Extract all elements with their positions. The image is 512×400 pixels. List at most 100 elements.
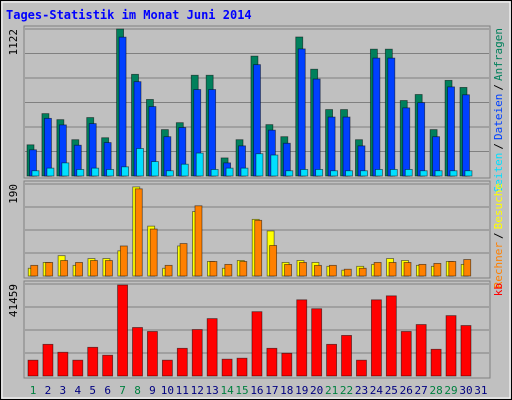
x-tick-label: 29 — [444, 384, 457, 397]
bar — [284, 263, 292, 277]
bar — [60, 260, 69, 277]
bar — [236, 357, 248, 377]
bar — [372, 57, 381, 177]
x-tick-label: 12 — [191, 384, 204, 397]
bar — [296, 299, 308, 377]
x-tick-label: 16 — [250, 384, 263, 397]
bar — [270, 154, 279, 177]
bar — [31, 170, 40, 177]
y-tick-label: 41459 — [7, 284, 20, 317]
bar — [448, 261, 457, 277]
x-tick-label: 3 — [60, 384, 67, 397]
bar — [297, 48, 306, 177]
bar — [106, 169, 115, 177]
bar — [191, 329, 203, 377]
x-tick-label: 30 — [459, 384, 472, 397]
bar — [255, 153, 264, 177]
bar — [209, 261, 218, 277]
bar — [385, 295, 397, 377]
bar — [464, 170, 473, 177]
bar — [430, 348, 442, 377]
bar — [72, 359, 84, 377]
bar — [240, 167, 249, 177]
bar — [315, 169, 324, 177]
bar — [360, 170, 368, 177]
bar — [105, 260, 113, 277]
bar — [210, 169, 219, 177]
x-tick-label: 5 — [89, 384, 96, 397]
bar — [76, 169, 85, 177]
bar — [330, 170, 339, 177]
x-tick-label: 31 — [474, 384, 487, 397]
x-tick-label: 23 — [355, 384, 368, 397]
bar — [402, 107, 411, 177]
bar — [374, 169, 383, 177]
bar — [163, 136, 172, 177]
bar — [300, 169, 309, 177]
bar — [224, 263, 233, 277]
bar — [445, 315, 457, 377]
bar — [285, 170, 294, 177]
bar — [90, 260, 98, 277]
x-tick-label: 17 — [265, 384, 278, 397]
legend-separator: / — [492, 84, 505, 91]
x-tick-label: 24 — [370, 384, 384, 397]
bar — [195, 152, 204, 177]
bar — [179, 243, 188, 277]
bar — [221, 358, 233, 377]
bar — [418, 263, 427, 277]
bar — [121, 166, 129, 177]
bar — [269, 245, 278, 277]
x-tick-label: 21 — [325, 384, 338, 397]
x-tick-label: 15 — [235, 384, 248, 397]
x-tick-label: 2 — [45, 384, 52, 397]
x-tick-label: 28 — [429, 384, 442, 397]
bar — [370, 299, 382, 377]
bar — [387, 57, 396, 177]
bar — [118, 36, 127, 177]
bar — [225, 167, 234, 177]
x-tick-label: 8 — [134, 384, 141, 397]
bar — [30, 264, 39, 277]
bar — [345, 170, 353, 177]
bar — [326, 343, 338, 377]
bar — [449, 170, 458, 177]
bar — [45, 262, 54, 277]
bar — [149, 228, 158, 277]
bar — [161, 359, 173, 377]
bar — [57, 351, 69, 377]
legend-separator: / — [492, 232, 505, 239]
bar — [136, 148, 144, 177]
x-tick-label: 20 — [310, 384, 323, 397]
bar — [447, 86, 455, 177]
bar — [312, 78, 321, 177]
x-tick-label: 10 — [161, 384, 174, 397]
x-tick-label: 11 — [176, 384, 189, 397]
bar — [314, 264, 322, 277]
bar — [403, 262, 412, 277]
bar — [311, 308, 323, 377]
bar — [432, 136, 441, 177]
bar — [327, 116, 336, 177]
bar — [46, 167, 55, 177]
bar — [147, 331, 158, 377]
bar — [42, 343, 54, 377]
bar — [194, 205, 203, 277]
x-tick-label: 6 — [104, 384, 111, 397]
bar — [61, 162, 70, 177]
bar — [165, 170, 174, 177]
bar — [389, 169, 398, 177]
x-tick-label: 7 — [119, 384, 126, 397]
bar — [91, 167, 100, 177]
legend-entry: Besuche — [492, 183, 505, 229]
x-tick-label: 1 — [30, 384, 37, 397]
bar — [341, 335, 352, 377]
bar — [87, 346, 99, 377]
legend: kb — [492, 283, 505, 296]
legend: Rechner / Besuche — [492, 183, 505, 288]
bar — [434, 170, 443, 177]
bar — [151, 161, 159, 177]
bar — [463, 259, 472, 277]
bar — [388, 262, 397, 277]
legend-entry: Seiten — [492, 153, 505, 193]
